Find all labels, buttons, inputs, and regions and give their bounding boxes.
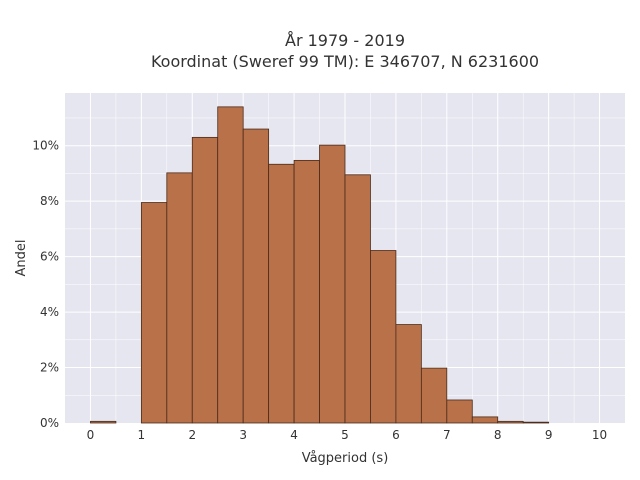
histogram-bar (90, 420, 117, 424)
x-tick-label: 4 (290, 428, 298, 442)
y-tick-label: 10% (32, 139, 59, 153)
x-tick-label: 10 (592, 428, 607, 442)
y-axis-ticks: 0% 2% 4% 6% 8% 10% (32, 139, 59, 430)
x-tick-label: 3 (239, 428, 247, 442)
histogram-bar (140, 202, 168, 424)
y-tick-label: 8% (40, 194, 59, 208)
chart-subtitle: Koordinat (Sweref 99 TM): E 346707, N 62… (151, 52, 539, 71)
x-tick-label: 9 (545, 428, 553, 442)
histogram-bar (242, 128, 270, 424)
x-tick-label: 7 (443, 428, 451, 442)
histogram-bar (293, 159, 320, 424)
x-tick-label: 1 (138, 428, 146, 442)
y-tick-label: 2% (40, 361, 59, 375)
chart-title: År 1979 - 2019 (285, 31, 405, 50)
histogram-bar (471, 416, 499, 424)
x-axis-label: Vågperiod (s) (302, 451, 389, 466)
histogram-bar (370, 250, 397, 424)
histogram-bar (268, 163, 295, 424)
histogram-bar (395, 324, 422, 424)
histogram-bar (497, 420, 524, 424)
y-tick-label: 4% (40, 305, 59, 319)
y-tick-label: 6% (40, 250, 59, 264)
histogram-bar (319, 144, 346, 424)
histogram-bar (344, 174, 371, 424)
y-axis-label: Andel (14, 240, 29, 277)
x-tick-label: 0 (87, 428, 95, 442)
x-axis-ticks: 0 1 2 3 4 5 6 7 8 9 10 (87, 428, 608, 442)
histogram-bar (420, 367, 448, 424)
y-tick-label: 0% (40, 416, 59, 430)
x-tick-label: 8 (494, 428, 502, 442)
bars (90, 106, 550, 424)
histogram-bar (191, 136, 219, 424)
x-tick-label: 6 (392, 428, 400, 442)
histogram-bar (522, 421, 550, 424)
histogram-bar (446, 399, 473, 424)
x-tick-label: 2 (188, 428, 196, 442)
histogram-bar (166, 172, 193, 424)
histogram-bar (217, 106, 244, 424)
x-tick-label: 5 (341, 428, 349, 442)
